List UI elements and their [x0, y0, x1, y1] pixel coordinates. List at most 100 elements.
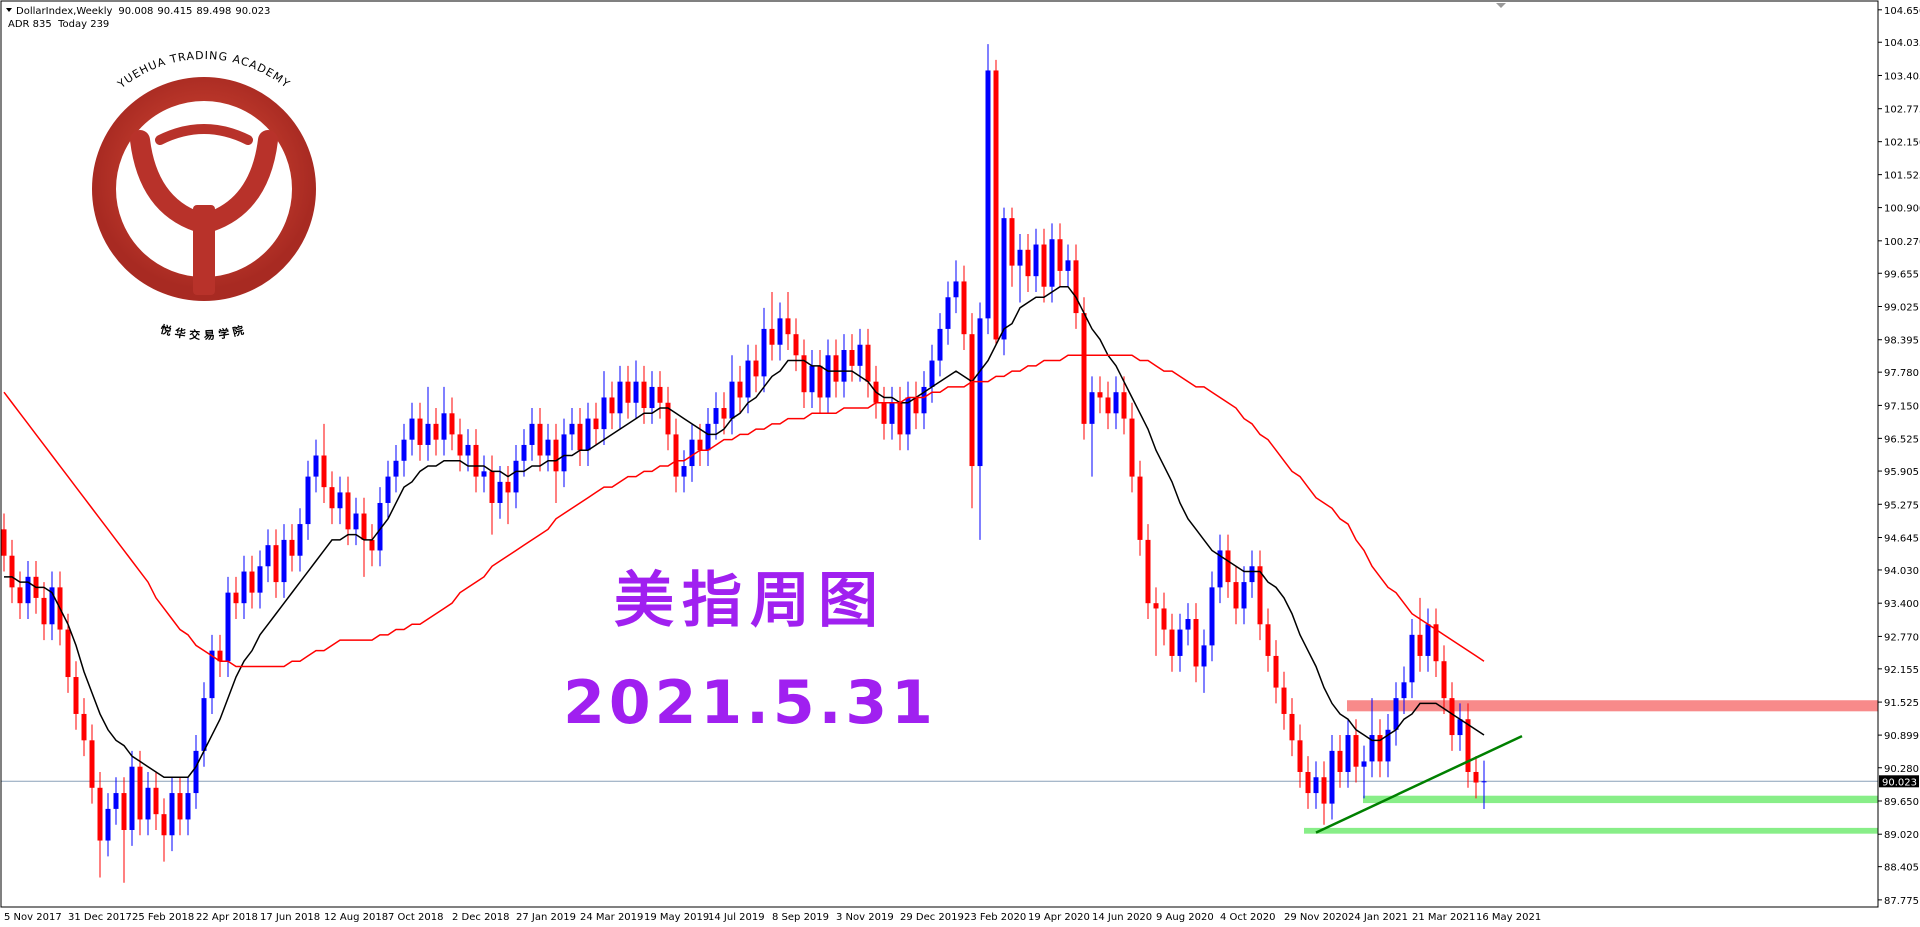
y-tick-label: 89.020 [1884, 830, 1919, 841]
candle-body [945, 297, 951, 329]
candle-body [1441, 661, 1447, 699]
candle-body [721, 408, 727, 419]
candle-body [161, 814, 167, 836]
x-tick-label: 14 Jul 2019 [708, 912, 765, 923]
candle-body [313, 455, 319, 477]
candle-body [713, 408, 719, 424]
y-tick-label: 101.525 [1884, 171, 1920, 182]
candle-body [953, 281, 959, 298]
candle-body [1289, 713, 1295, 741]
candle-body [513, 460, 519, 493]
y-tick-label: 88.405 [1884, 863, 1919, 874]
candle-body [409, 418, 415, 440]
x-tick-label: 27 Jan 2019 [516, 912, 576, 923]
candle-body [121, 793, 127, 830]
candle-body [1377, 735, 1383, 762]
candle-body [9, 555, 15, 588]
x-tick-label: 9 Aug 2020 [1156, 912, 1214, 923]
candle-body [593, 418, 599, 430]
high: 90.415 [157, 6, 192, 17]
candle-body [25, 576, 31, 604]
open: 90.008 [118, 6, 153, 17]
candle-body [289, 539, 295, 556]
candle-body [1385, 729, 1391, 762]
candle-body [929, 360, 935, 387]
candle-body [1409, 634, 1415, 683]
candle-body [1361, 761, 1367, 767]
x-tick-label: 14 Jun 2020 [1092, 912, 1152, 923]
x-tick-label: 2 Dec 2018 [452, 912, 510, 923]
candle-body [889, 402, 895, 424]
candle-body [41, 597, 47, 625]
x-tick-label: 25 Feb 2018 [132, 912, 194, 923]
candle-body [993, 70, 999, 340]
candle-body [521, 444, 527, 461]
logo-arms [130, 130, 278, 232]
candle-body [457, 434, 463, 456]
candle-body [1049, 239, 1055, 287]
x-tick-label: 21 Mar 2021 [1412, 912, 1475, 923]
indicator-info: ADR 835 Today 239 [8, 19, 109, 30]
candle-body [17, 587, 23, 604]
candle-body [849, 350, 855, 366]
y-tick-label: 100.900 [1884, 204, 1920, 215]
candle-body [1057, 239, 1063, 271]
candle-body [817, 365, 823, 398]
candle-body [785, 318, 791, 335]
candle-body [465, 444, 471, 456]
candle-body [353, 513, 359, 530]
price-box-label: 90.023 [1882, 777, 1917, 788]
candle-body [97, 787, 103, 841]
close: 90.023 [235, 6, 270, 17]
y-tick-label: 104.035 [1884, 38, 1920, 49]
candle-body [881, 402, 887, 424]
y-tick-label: 96.525 [1884, 434, 1919, 445]
candle-body [257, 566, 263, 593]
candle-body [433, 423, 439, 440]
candle-body [1033, 244, 1039, 277]
candle-body [425, 423, 431, 445]
low: 89.498 [196, 6, 231, 17]
candle-body [897, 402, 903, 435]
x-tick-label: 17 Jun 2018 [260, 912, 320, 923]
candle-body [489, 471, 495, 503]
candle-body [201, 698, 207, 751]
candle-body [345, 492, 351, 530]
candle-body [1481, 781, 1487, 783]
y-tick-label: 97.780 [1884, 368, 1919, 379]
candle-body [1265, 624, 1271, 656]
candle-body [217, 650, 223, 662]
candle-body [1329, 750, 1335, 804]
candle-body [265, 545, 271, 567]
y-tick-label: 102.775 [1884, 105, 1920, 116]
candle-body [825, 355, 831, 398]
header-icon [6, 8, 12, 12]
zone [1304, 827, 1878, 834]
y-tick-label: 87.775 [1884, 896, 1919, 907]
candle-body [1433, 624, 1439, 662]
candle-body [225, 592, 231, 662]
zone [1347, 700, 1878, 712]
x-tick-label: 19 Apr 2020 [1028, 912, 1090, 923]
candle-body [649, 386, 655, 409]
candle-body [169, 793, 175, 836]
zone [1363, 795, 1878, 804]
candle-body [1313, 777, 1319, 794]
candle-body [145, 787, 151, 820]
candle-body [657, 386, 663, 403]
candle-body [1201, 645, 1207, 667]
x-tick-label: 29 Dec 2019 [900, 912, 964, 923]
candle-body [1233, 582, 1239, 609]
candle-body [681, 466, 687, 477]
x-tick-label: 7 Oct 2018 [388, 912, 443, 923]
candle-body [393, 460, 399, 477]
candle-body [1073, 260, 1079, 314]
candle-body [1353, 735, 1359, 767]
candle-body [1177, 629, 1183, 656]
x-tick-label: 5 Nov 2017 [4, 912, 62, 923]
candle-body [673, 434, 679, 477]
price-box [1879, 775, 1919, 788]
candle-body [1425, 624, 1431, 656]
logo-top [155, 124, 253, 145]
